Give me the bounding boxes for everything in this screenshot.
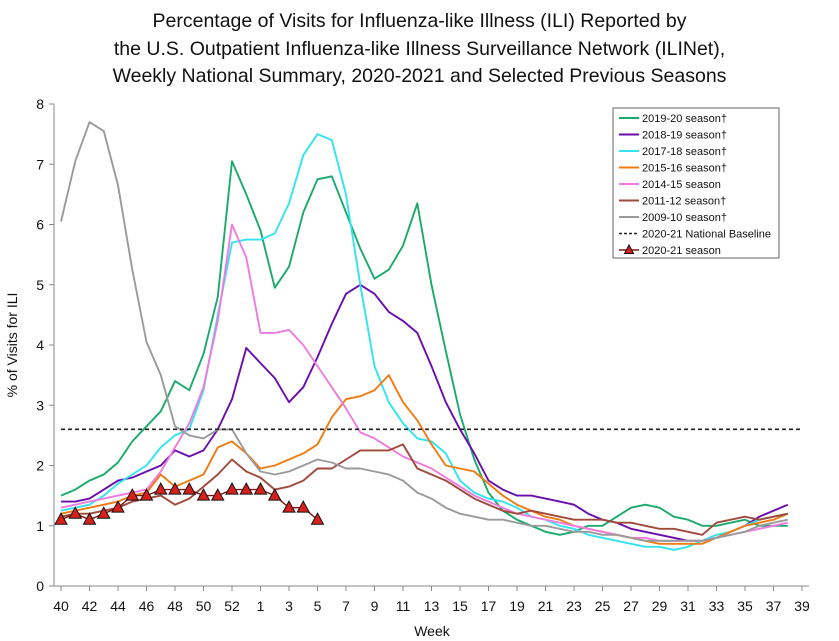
- data-point-triangle: [253, 482, 268, 495]
- x-tick-label-23: 23: [566, 598, 582, 614]
- x-tick-label-5: 5: [314, 598, 322, 614]
- x-tick-label-40: 40: [53, 598, 69, 614]
- data-point-triangle: [168, 482, 182, 495]
- x-tick-label-21: 21: [538, 598, 554, 614]
- data-point-triangle: [111, 500, 125, 513]
- legend-label-1: 2018-19 season†: [642, 130, 727, 142]
- x-tick-label-31: 31: [680, 598, 696, 614]
- x-tick-label-1: 1: [257, 598, 265, 614]
- x-tick-label-33: 33: [709, 598, 725, 614]
- series-3-line: [60, 374, 789, 545]
- x-axis-label: Week: [414, 623, 451, 639]
- x-tick-label-25: 25: [595, 598, 611, 614]
- y-tick-label-0: 0: [36, 578, 44, 594]
- data-point-triangle: [296, 500, 311, 513]
- legend-label-4: 2014-15 season: [642, 179, 721, 191]
- x-tick-label-3: 3: [285, 598, 293, 614]
- y-tick-label-6: 6: [36, 217, 44, 233]
- y-tick-label-1: 1: [36, 518, 44, 534]
- series-5-line: [60, 443, 788, 536]
- data-point-triangle: [196, 488, 211, 501]
- x-tick-label-9: 9: [371, 598, 379, 614]
- legend-label-5: 2011-12 season†: [642, 196, 726, 208]
- legend-box: [612, 107, 780, 259]
- series-1-line: [61, 283, 789, 542]
- x-tick-label-42: 42: [82, 598, 98, 614]
- y-axis-label: % of Visits for ILI: [4, 293, 20, 398]
- data-point-triangle: [182, 482, 197, 495]
- data-point-triangle: [239, 482, 254, 495]
- chart-title-line-1: Percentage of Visits for Influenza-like …: [152, 10, 687, 32]
- legend-label-0: 2019-20 season†: [642, 113, 727, 125]
- legend-label-6: 2009-10 season†: [642, 212, 727, 224]
- series-2-line: [60, 133, 788, 551]
- x-tick-label-46: 46: [139, 598, 155, 614]
- x-tick-label-39: 39: [794, 598, 810, 614]
- x-tick-label-48: 48: [167, 598, 183, 614]
- data-point-triangle: [210, 488, 225, 501]
- y-tick-label-8: 8: [36, 96, 44, 112]
- series-0-line: [60, 160, 788, 536]
- y-tick-label-5: 5: [36, 277, 44, 293]
- legend-swatch-triangle: [623, 243, 635, 254]
- x-tick-label-52: 52: [224, 598, 240, 614]
- data-point-triangle: [54, 512, 68, 525]
- data-point-triangle: [153, 482, 168, 495]
- legend-label-3: 2015-16 season†: [642, 163, 727, 175]
- x-tick-label-19: 19: [509, 598, 525, 614]
- x-tick-label-11: 11: [396, 598, 411, 614]
- data-point-triangle: [139, 488, 154, 501]
- x-tick-label-17: 17: [481, 598, 497, 614]
- x-tick-label-50: 50: [196, 598, 212, 614]
- data-point-triangle: [96, 506, 111, 519]
- data-point-triangle: [267, 488, 282, 501]
- x-tick-label-37: 37: [766, 598, 782, 614]
- data-point-triangle: [310, 512, 325, 525]
- x-tick-label-27: 27: [623, 598, 639, 614]
- y-tick-label-7: 7: [36, 156, 44, 172]
- data-point-triangle: [282, 500, 296, 513]
- data-point-triangle: [68, 506, 83, 519]
- y-tick-label-2: 2: [36, 458, 44, 474]
- chart-title-line-3: Weekly National Summary, 2020-2021 and S…: [112, 65, 727, 87]
- x-tick-label-7: 7: [342, 598, 350, 614]
- x-tick-label-29: 29: [652, 598, 668, 614]
- data-point-triangle: [125, 488, 140, 501]
- x-tick-label-13: 13: [424, 598, 440, 614]
- data-point-triangle: [82, 512, 97, 525]
- chart-title-line-2: the U.S. Outpatient Influenza-like Illne…: [113, 38, 726, 60]
- data-point-triangle: [225, 482, 239, 495]
- legend-label-2: 2017-18 season†: [642, 146, 727, 158]
- legend-label-7: 2020-21 National Baseline: [642, 229, 771, 241]
- series-markers-group: [54, 482, 325, 525]
- y-tick-label-4: 4: [36, 337, 44, 353]
- y-tick-label-3: 3: [36, 397, 44, 413]
- legend-label-8: 2020-21 season: [642, 245, 721, 257]
- series-6-line: [60, 121, 788, 542]
- x-tick-label-15: 15: [452, 598, 468, 614]
- x-tick-label-35: 35: [737, 598, 753, 614]
- x-tick-label-44: 44: [110, 598, 126, 614]
- chart-legend: 2019-20 season† 2018-19 season† 2017-18 se…: [612, 107, 780, 259]
- series-lines-group: [60, 121, 803, 551]
